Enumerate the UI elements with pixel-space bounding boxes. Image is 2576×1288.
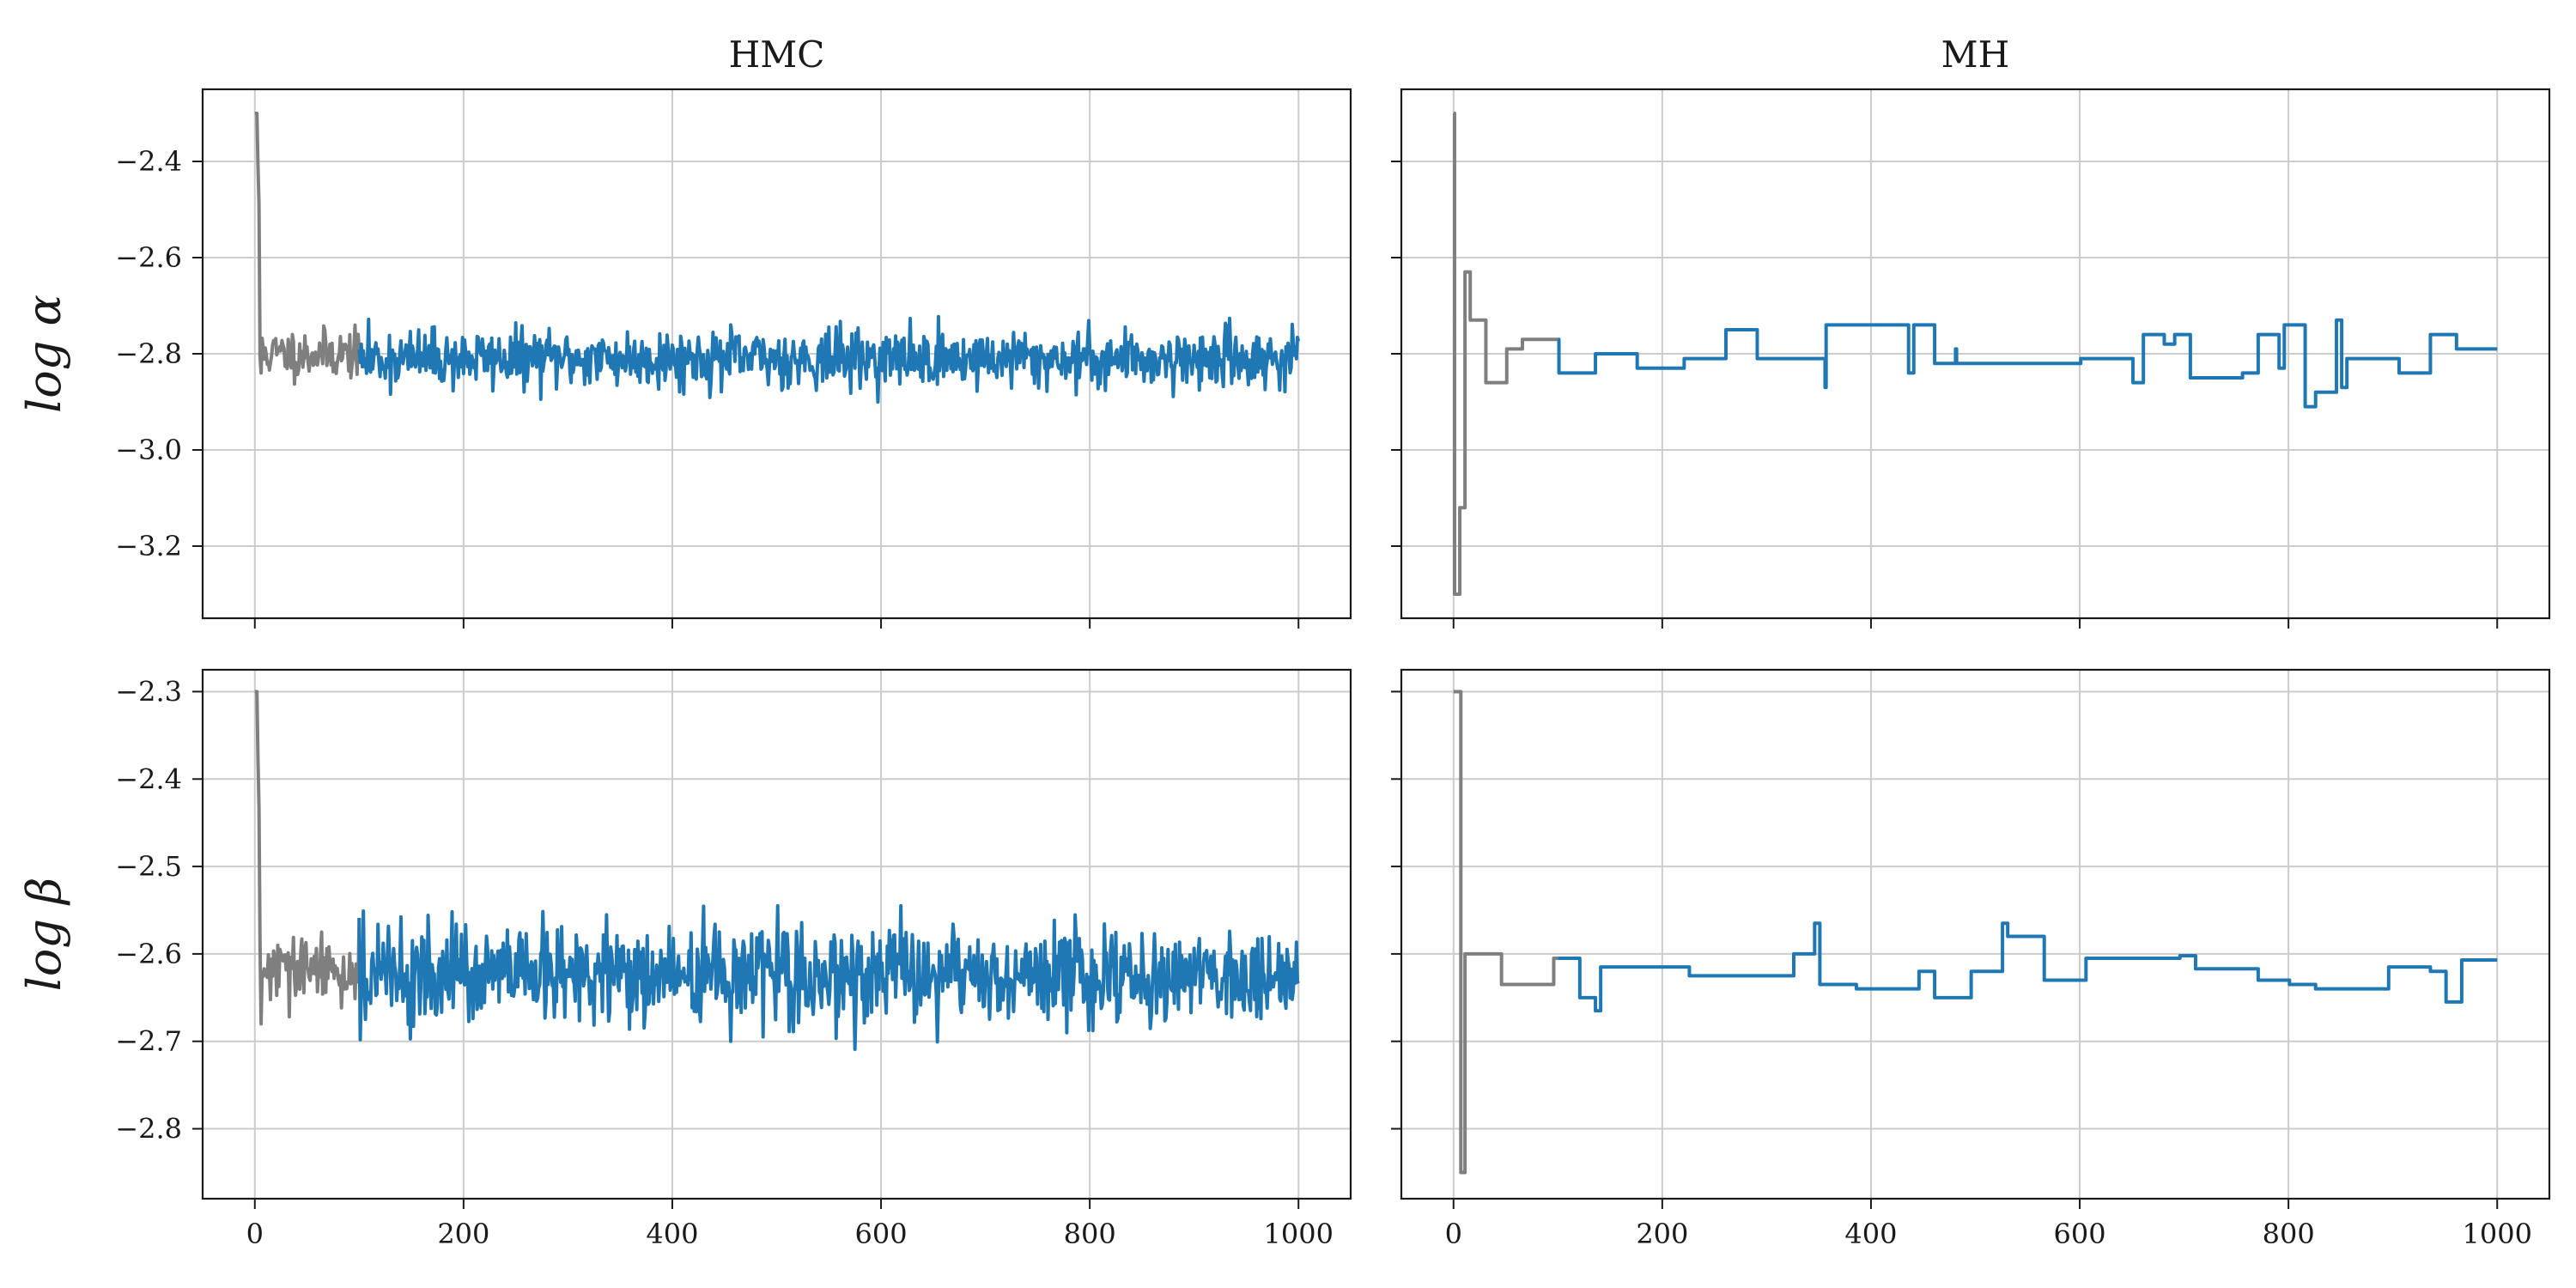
y-tick-label: −2.8: [115, 337, 182, 370]
panel-r1c1: 0 200 400 600 800 1000: [1391, 668, 2551, 1250]
axes-frame: [1400, 668, 2551, 1200]
y-tick-label: −2.6: [115, 938, 182, 970]
panel-mh-r0c1: MH: [1391, 33, 2551, 629]
x-tick-label: 400: [646, 1218, 698, 1250]
y-tick-label: −2.8: [115, 1113, 182, 1145]
panel-hmc-r0c0: −2.4 −2.6 −2.8 −3.0 −3.2 HMC log α: [17, 33, 1352, 629]
x-tick-label: 800: [2263, 1218, 2315, 1250]
y-tick-label: −3.0: [115, 434, 182, 466]
y-axis-label: log β: [17, 878, 71, 992]
panel-r1c0: 0 200 400 600 800 1000 −2.3 −2.4 −2.5 −2.6 −2.7 −2.…: [17, 668, 1352, 1250]
y-tick-label: −2.4: [115, 762, 182, 795]
y-tick-label: −3.2: [115, 530, 182, 562]
y-tick-label: −2.3: [115, 675, 182, 708]
y-tick-label: −2.6: [115, 241, 182, 274]
series-warmup-line: [1453, 690, 1558, 1175]
panel-title: MH: [1941, 33, 2010, 76]
y-axis-label: log α: [17, 295, 71, 413]
x-tick-label: 600: [855, 1218, 908, 1250]
x-tick-label: 800: [1064, 1218, 1116, 1250]
series-warmup-line: [253, 112, 361, 386]
series-sample-line: [357, 314, 1301, 404]
y-tick-label: −2.5: [115, 850, 182, 883]
x-tick-label: 200: [437, 1218, 489, 1250]
x-tick-label: 0: [1445, 1218, 1462, 1250]
series-sample-line: [1557, 318, 2498, 409]
y-tick-label: −2.7: [115, 1025, 182, 1058]
x-tick-label: 600: [2054, 1218, 2106, 1250]
x-tick-label: 1000: [1264, 1218, 1334, 1250]
y-tick-label: −2.4: [115, 145, 182, 178]
panel-title: HMC: [729, 33, 825, 76]
axes-frame: [201, 668, 1352, 1200]
x-tick-label: 400: [1844, 1218, 1897, 1250]
series-sample-line: [1558, 921, 2498, 1013]
x-tick-label: 0: [246, 1218, 264, 1250]
series-warmup-line: [1452, 112, 1558, 596]
x-tick-label: 1000: [2463, 1218, 2532, 1250]
x-tick-label: 200: [1636, 1218, 1688, 1250]
series-warmup-line: [253, 690, 361, 1026]
series-sample-line: [357, 903, 1300, 1051]
